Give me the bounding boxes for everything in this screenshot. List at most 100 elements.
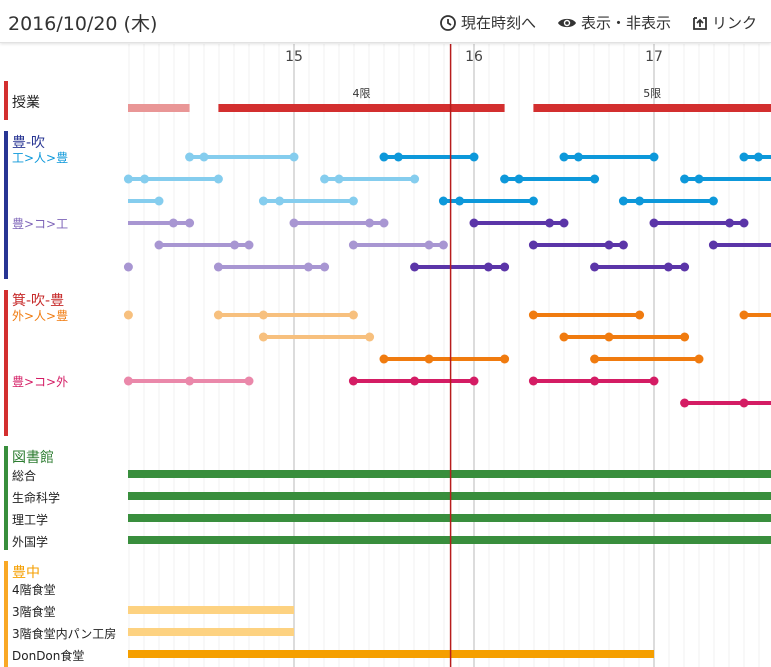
bus-stop-dot (500, 174, 510, 184)
toggle-visibility-button[interactable]: 表示・非表示 (557, 12, 671, 33)
eye-icon (558, 18, 576, 27)
bus-stop-dot (320, 262, 330, 272)
bus-stop-dot (199, 152, 209, 162)
bus-stop-dot (379, 152, 389, 162)
class-period-label: 5限 (643, 87, 661, 100)
bus-stop-dot (244, 376, 254, 386)
bus-stop-dot (393, 152, 403, 162)
bus-stop-dot (528, 196, 538, 206)
route-label-ko-jin-toyo: 工>人>豊 (12, 151, 69, 165)
bus-stop-dot (649, 376, 659, 386)
library-open-bar (128, 470, 771, 478)
bus-stop-dot (694, 354, 704, 364)
now-button-label: 現在時刻へ (461, 14, 537, 32)
cafeteria-label-4f: 4階食堂 (12, 583, 56, 597)
section-title-mino-sui-toyo: 箕-吹-豊 (12, 293, 65, 309)
bus-stop-dot (559, 332, 569, 342)
route-label-toyo-co-ko: 豊>コ>工 (12, 217, 69, 231)
bus-stop-dot (123, 376, 133, 386)
bus-stop-dot (379, 218, 389, 228)
class-period-label: 4限 (353, 87, 371, 100)
bus-stop-dot (635, 196, 645, 206)
bus-stop-dot (348, 240, 358, 250)
bus-stop-dot (258, 332, 268, 342)
now-button[interactable]: 現在時刻へ (439, 12, 536, 33)
bus-stop-dot (213, 310, 223, 320)
date-title: 2016/10/20 (木) (8, 13, 158, 35)
section-title-class: 授業 (12, 95, 40, 111)
section-bar-toyo-sui (4, 131, 8, 279)
bus-stop-dot (739, 218, 749, 228)
bus-stop-dot (469, 218, 479, 228)
link-button[interactable]: リンク (692, 12, 757, 33)
hour-tick-label: 15 (285, 49, 303, 65)
bus-stop-dot (545, 218, 555, 228)
cafeteria-label-dondon: DonDon食堂 (12, 649, 85, 663)
bus-stop-dot (140, 174, 150, 184)
bus-stop-dot (663, 262, 673, 272)
bus-stop-dot (123, 262, 133, 272)
bus-stop-dot (469, 152, 479, 162)
cafeteria-open-bar (128, 606, 294, 614)
bus-stop-dot (289, 218, 299, 228)
bus-stop-dot (649, 218, 659, 228)
library-open-bar (128, 492, 771, 500)
clock-icon (440, 14, 456, 31)
bus-stop-dot (424, 354, 434, 364)
bus-stop-dot (244, 240, 254, 250)
bus-stop-dot (604, 240, 614, 250)
bus-stop-dot (230, 240, 240, 250)
section-title-toyo-sui: 豊-吹 (12, 135, 46, 151)
bus-stop-dot (303, 262, 313, 272)
bus-stop-dot (455, 196, 465, 206)
share-icon (693, 16, 707, 30)
library-label-foreign-studies: 外国学 (12, 535, 49, 549)
bus-stop-dot (185, 218, 195, 228)
bus-stop-dot (500, 262, 510, 272)
bus-stop-dot (590, 376, 600, 386)
library-label-science-engineering: 理工学 (12, 513, 49, 527)
bus-stop-dot (604, 332, 614, 342)
bus-stop-dot (680, 262, 690, 272)
section-title-library: 図書館 (12, 450, 54, 466)
library-label-life-science: 生命科学 (12, 491, 61, 505)
bus-stop-dot (559, 152, 569, 162)
bus-stop-dot (334, 174, 344, 184)
bus-stop-dot (154, 196, 164, 206)
bus-stop-dot (680, 398, 690, 408)
bus-stop-dot (708, 196, 718, 206)
bus-stop-dot (320, 174, 330, 184)
bus-stop-dot (528, 240, 538, 250)
cafeteria-open-bar (128, 628, 294, 636)
bus-stop-dot (348, 196, 358, 206)
bus-stop-dot (185, 152, 195, 162)
cafeteria-label-3f: 3階食堂 (12, 605, 56, 619)
bus-stop-dot (708, 240, 718, 250)
bus-stop-dot (528, 310, 538, 320)
bus-stop-dot (379, 354, 389, 364)
bus-stop-dot (559, 218, 569, 228)
bus-stop-dot (680, 332, 690, 342)
class-bar (128, 104, 190, 112)
bus-stop-dot (365, 218, 375, 228)
bus-stop-dot (185, 376, 195, 386)
bus-stop-dot (618, 240, 628, 250)
bus-stop-dot (213, 262, 223, 272)
bus-stop-dot (739, 398, 749, 408)
bus-stop-dot (725, 218, 735, 228)
bus-stop-dot (410, 174, 420, 184)
bus-stop-dot (483, 262, 493, 272)
class-bar (533, 104, 771, 112)
bus-stop-dot (739, 310, 749, 320)
library-label-sogo: 総合 (12, 469, 37, 483)
bus-stop-dot (618, 196, 628, 206)
bus-stop-dot (410, 376, 420, 386)
bus-stop-dot (739, 152, 749, 162)
section-title-toyonaka: 豊中 (12, 565, 40, 581)
section-bar-class (4, 81, 8, 120)
link-button-label: リンク (712, 14, 758, 32)
hour-tick-label: 17 (645, 49, 663, 65)
cafeteria-open-bar (128, 650, 654, 658)
route-label-toyo-co-gai: 豊>コ>外 (12, 375, 69, 389)
